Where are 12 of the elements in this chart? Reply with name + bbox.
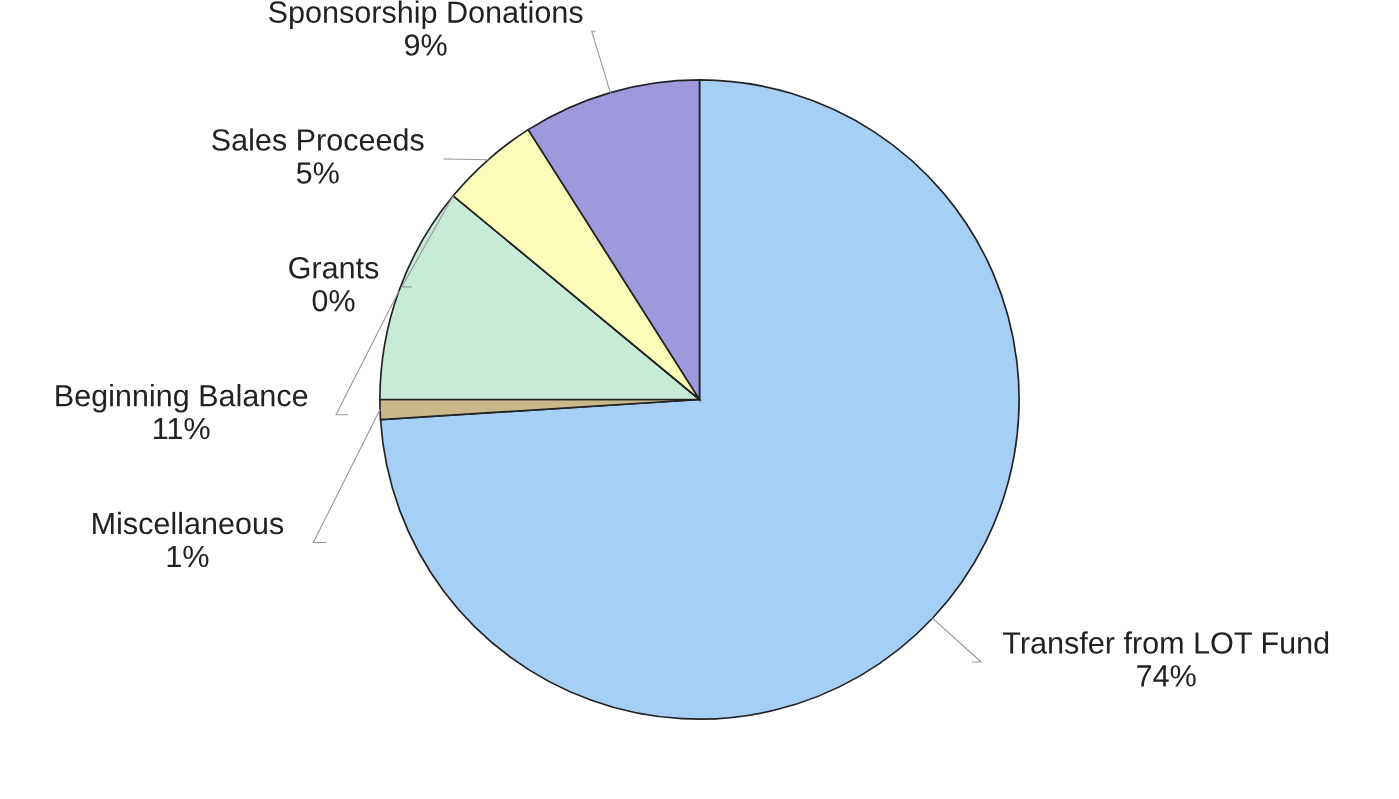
slice-label: Sales Proceeds [212, 128, 424, 151]
slice-label: Beginning Balance [56, 384, 308, 413]
data-label: 5% [296, 162, 339, 184]
data-label: 74% [1137, 665, 1196, 687]
slice-label: Miscellaneous [93, 511, 284, 535]
slice-label: Sponsorship Donations [269, 0, 583, 29]
category-label: Grants [289, 257, 379, 279]
text: 0% [312, 289, 355, 312]
data-label: 11% [154, 417, 210, 440]
data-label: 9% [404, 34, 447, 56]
data-label: 1% [167, 545, 209, 568]
slice-label: Transfer from LOT Fund [1003, 631, 1329, 654]
